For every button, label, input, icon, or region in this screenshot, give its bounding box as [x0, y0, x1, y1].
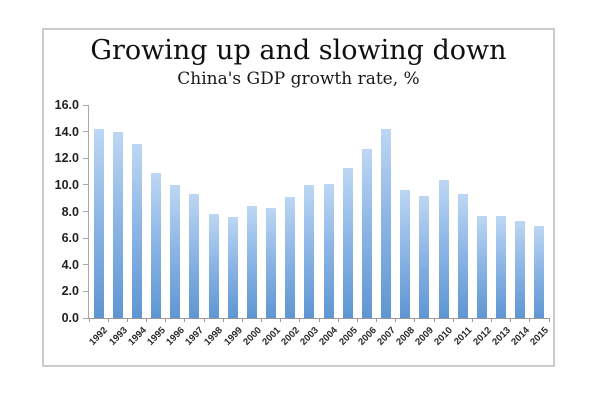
- chart-title: Growing up and slowing down: [90, 35, 507, 66]
- bar-1998: [208, 214, 219, 318]
- bar-1992: [93, 128, 104, 318]
- x-axis-tick: [280, 318, 282, 322]
- x-axis-tick: [241, 318, 243, 322]
- y-axis-label: 8.0: [61, 204, 79, 219]
- bar-2009: [419, 195, 430, 318]
- y-axis-tick: [83, 157, 88, 159]
- y-axis-tick: [83, 184, 88, 186]
- bar-2014: [515, 220, 526, 318]
- y-axis-label: 2.0: [61, 284, 79, 299]
- bar-1999: [227, 216, 238, 318]
- x-axis-tick: [548, 318, 550, 322]
- chart-frame: [42, 28, 555, 367]
- y-axis-tick: [83, 104, 88, 106]
- x-axis-tick: [184, 318, 186, 322]
- x-axis-tick: [510, 318, 512, 322]
- bar-2000: [246, 206, 257, 318]
- y-axis-label: 12.0: [54, 151, 79, 166]
- y-axis-label: 4.0: [61, 257, 79, 272]
- bar-2001: [266, 207, 277, 318]
- y-axis-tick: [83, 264, 88, 266]
- bar-2006: [361, 148, 372, 318]
- bar-1995: [151, 172, 162, 318]
- x-axis-tick: [529, 318, 531, 322]
- x-axis-tick: [471, 318, 473, 322]
- x-axis-tick: [376, 318, 377, 322]
- y-axis-tick: [83, 237, 88, 239]
- y-axis-tick: [83, 131, 88, 133]
- y-axis-label: 0.0: [61, 311, 79, 325]
- x-axis-tick: [107, 318, 109, 322]
- x-axis-tick: [491, 318, 492, 322]
- bar-2008: [400, 190, 411, 318]
- x-axis-tick: [433, 318, 435, 322]
- x-axis-tick: [395, 318, 397, 322]
- bar-1993: [112, 131, 123, 318]
- x-axis-tick: [318, 318, 320, 322]
- x-axis-tick: [146, 318, 147, 322]
- bar-1997: [189, 194, 200, 318]
- bar-2013: [496, 215, 507, 318]
- y-axis-label: 6.0: [61, 231, 79, 246]
- plot-area: 0.0 2.0 4.0 6.0 8.0 10.0 12.0 14.0 16.0 1992 1993 1…: [55, 98, 552, 348]
- bar-2010: [438, 179, 449, 318]
- bar-1994: [131, 143, 142, 318]
- bar-2012: [476, 215, 487, 318]
- bar-2015: [534, 226, 545, 318]
- x-axis-tick: [222, 318, 224, 322]
- x-axis-tick: [337, 318, 339, 322]
- x-axis-tick: [165, 318, 167, 322]
- bar-2011: [457, 194, 468, 318]
- y-axis-tick: [83, 290, 88, 292]
- x-axis-tick: [356, 318, 358, 322]
- x-axis-tick: [414, 318, 416, 322]
- x-axis-tick: [126, 318, 128, 322]
- y-axis-label: 14.0: [54, 124, 79, 139]
- bar-2003: [304, 184, 315, 318]
- x-axis-tick: [203, 318, 205, 322]
- x-axis-tick: [299, 318, 301, 322]
- chart-subtitle: China's GDP growth rate, %: [177, 69, 420, 89]
- y-axis-tick: [83, 211, 88, 212]
- y-axis-label: 10.0: [54, 177, 79, 192]
- bar-2002: [285, 196, 296, 318]
- bar-1996: [170, 184, 181, 318]
- bar-2007: [381, 128, 392, 318]
- bar-2004: [323, 183, 334, 318]
- x-axis-tick: [88, 318, 90, 322]
- y-axis-tick: [83, 317, 88, 319]
- x-axis-tick: [452, 318, 454, 322]
- y-axis-label: 16.0: [54, 98, 79, 112]
- x-axis-tick: [261, 318, 262, 322]
- bar-2005: [342, 167, 353, 318]
